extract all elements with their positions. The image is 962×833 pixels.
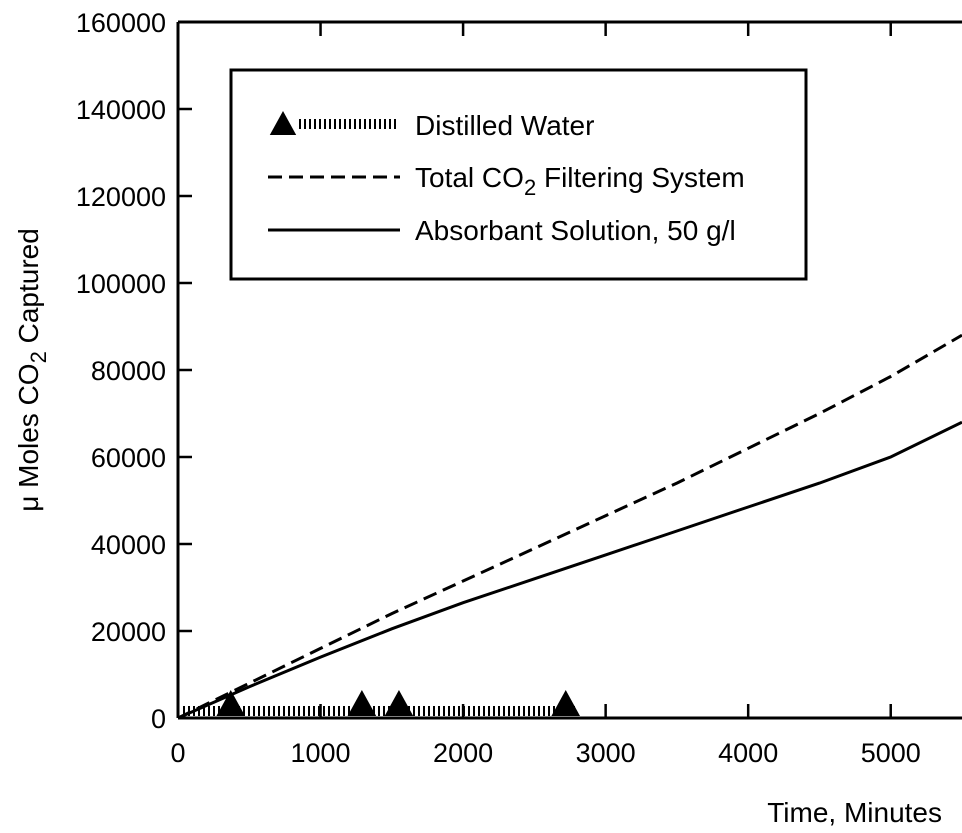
legend-label: Distilled Water <box>415 110 594 141</box>
x-tick-label: 5000 <box>861 738 921 768</box>
y-tick-label: 80000 <box>91 356 166 386</box>
distilled-water-marker <box>384 690 414 716</box>
y-tick-label: 40000 <box>91 530 166 560</box>
series-layer <box>178 333 962 720</box>
y-tick-label: 0 <box>151 704 166 734</box>
y-tick-label: 20000 <box>91 617 166 647</box>
y-tick-label: 120000 <box>76 182 166 212</box>
y-tick-label: 60000 <box>91 443 166 473</box>
legend: Distilled Water Total CO2 Filtering Syste… <box>229 68 808 281</box>
x-tick-label: 0 <box>170 738 185 768</box>
axes: 0 1000 2000 3000 4000 5000 0 20000 40000 60000 800… <box>13 8 962 828</box>
x-axis-title: Time, Minutes <box>767 797 942 828</box>
x-tick-label: 2000 <box>433 738 493 768</box>
legend-triangle-symbol <box>269 111 297 135</box>
y-tick-label: 100000 <box>76 269 166 299</box>
distilled-water-marker <box>216 690 246 716</box>
distilled-water-marker <box>347 690 377 716</box>
legend-label: Total CO2 Filtering System <box>415 162 745 200</box>
distilled-water-marker <box>551 690 581 716</box>
x-tick-label: 3000 <box>576 738 636 768</box>
total-co2-filtering-line <box>178 333 962 720</box>
x-tick-label: 4000 <box>718 738 778 768</box>
legend-label: Absorbant Solution, 50 g/l <box>415 215 736 246</box>
y-tick-label: 160000 <box>76 8 166 38</box>
absorbant-solution-line <box>178 420 962 720</box>
y-tick-label: 140000 <box>76 95 166 125</box>
y-axis-title: μ Moles CO2 Captured <box>13 228 51 512</box>
x-tick-label: 1000 <box>291 738 351 768</box>
legend-box <box>229 68 808 281</box>
